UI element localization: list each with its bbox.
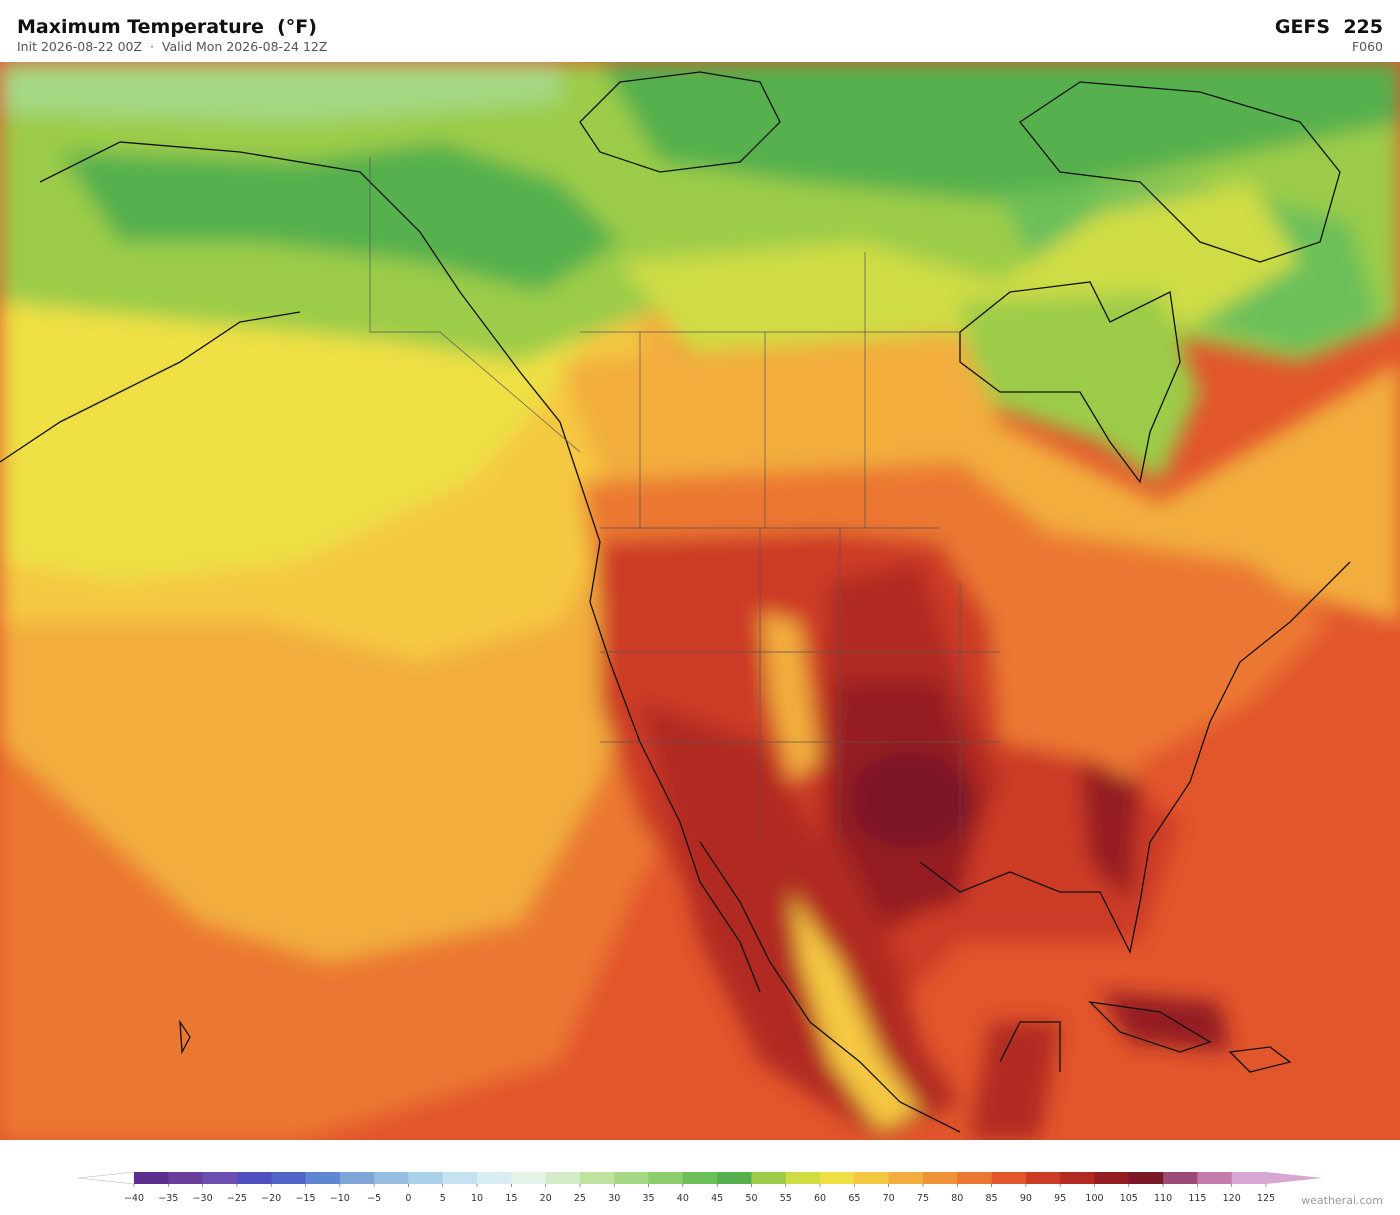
colorbar-tick-label: −15 <box>295 1193 315 1204</box>
colorbar-bin <box>545 1172 581 1184</box>
subtitle: Init 2026-08-22 00Z · Valid Mon 2026-08-… <box>17 39 328 54</box>
credit: weatherai.com <box>1301 1194 1383 1207</box>
colorbar-bin <box>442 1172 478 1184</box>
colorbar-tick-label: 60 <box>814 1193 826 1204</box>
colorbar-bin <box>751 1172 787 1184</box>
colorbar-tick-label: 35 <box>642 1193 654 1204</box>
colorbar-tick-label: 115 <box>1188 1193 1206 1204</box>
colorbar-tick-label: 15 <box>505 1193 517 1204</box>
colorbar-tick-label: 120 <box>1223 1193 1241 1204</box>
colorbar-over <box>1266 1172 1322 1184</box>
colorbar-bin <box>134 1172 169 1184</box>
colorbar-bin <box>1094 1172 1130 1184</box>
colorbar-bin <box>1060 1172 1095 1184</box>
forecast-hour: F060 <box>1351 39 1383 54</box>
colorbar-bin <box>1163 1172 1198 1184</box>
colorbar-tick-label: 85 <box>986 1193 998 1204</box>
colorbar-tick-label: 30 <box>608 1193 620 1204</box>
colorbar-bin <box>511 1172 547 1184</box>
colorbar-tick-label: 5 <box>440 1193 446 1204</box>
colorbar-bin <box>1025 1172 1061 1184</box>
colorbar-bin <box>477 1172 512 1184</box>
colorbar: −40 −35 −30 −25 −20 −15 −10 −5 0 5 10 15 20 25 30 35 40 4… <box>77 1171 1322 1204</box>
colorbar-bin <box>271 1172 307 1184</box>
colorbar-tick-label: 100 <box>1085 1193 1103 1204</box>
colorbar-tick-label: 95 <box>1054 1193 1066 1204</box>
colorbar-bin <box>682 1172 718 1184</box>
colorbar-bin <box>854 1172 890 1184</box>
colorbar-bin <box>305 1172 341 1184</box>
map <box>0 62 1400 1140</box>
colorbar-tick-label: 110 <box>1154 1193 1172 1204</box>
colorbar-tick-label: 75 <box>917 1193 929 1204</box>
colorbar-bin <box>374 1172 409 1184</box>
colorbar-tick-label: 90 <box>1020 1193 1032 1204</box>
colorbar-bin <box>922 1172 958 1184</box>
colorbar-tick-label: 65 <box>848 1193 860 1204</box>
colorbar-bin <box>168 1172 204 1184</box>
colorbar-bin <box>579 1172 615 1184</box>
colorbar-bin <box>648 1172 684 1184</box>
colorbar-under <box>77 1171 135 1185</box>
colorbar-tick-label: 45 <box>711 1193 723 1204</box>
colorbar-tick-label: 105 <box>1120 1193 1138 1204</box>
title: Maximum Temperature (°F) <box>17 16 317 38</box>
colorbar-tick-label: 20 <box>540 1193 552 1204</box>
colorbar-tick-label: −10 <box>330 1193 350 1204</box>
colorbar-tick-label: 125 <box>1257 1193 1275 1204</box>
colorbar-bin <box>614 1172 650 1184</box>
colorbar-bin <box>1197 1172 1233 1184</box>
colorbar-bin <box>339 1172 375 1184</box>
colorbar-bin <box>236 1172 272 1184</box>
colorbar-bin <box>1231 1172 1267 1184</box>
colorbar-bin <box>957 1172 993 1184</box>
colorbar-tick-label: 25 <box>574 1193 586 1204</box>
colorbar-tick-label: 10 <box>471 1193 483 1204</box>
colorbar-tick-label: 40 <box>677 1193 689 1204</box>
colorbar-bin <box>820 1172 855 1184</box>
colorbar-tick-label: −30 <box>193 1193 213 1204</box>
colorbar-bin <box>1128 1172 1164 1184</box>
colorbar-bin <box>991 1172 1027 1184</box>
colorbar-bin <box>408 1172 444 1184</box>
colorbar-bin <box>202 1172 238 1184</box>
colorbar-tick-label: −40 <box>124 1193 144 1204</box>
colorbar-bin <box>888 1172 924 1184</box>
colorbar-bin <box>717 1172 752 1184</box>
model-label: GEFS 225 <box>1274 16 1383 38</box>
colorbar-tick-label: −5 <box>367 1193 381 1204</box>
colorbar-tick-label: −35 <box>158 1193 178 1204</box>
colorbar-tick-label: 0 <box>405 1193 411 1204</box>
colorbar-tick-label: 50 <box>745 1193 757 1204</box>
colorbar-tick-label: 55 <box>780 1193 792 1204</box>
colorbar-tick-label: 80 <box>951 1193 963 1204</box>
colorbar-tick-label: −20 <box>261 1193 281 1204</box>
colorbar-tick-label: 70 <box>883 1193 895 1204</box>
colorbar-tick-label: −25 <box>227 1193 247 1204</box>
colorbar-bin <box>785 1172 821 1184</box>
